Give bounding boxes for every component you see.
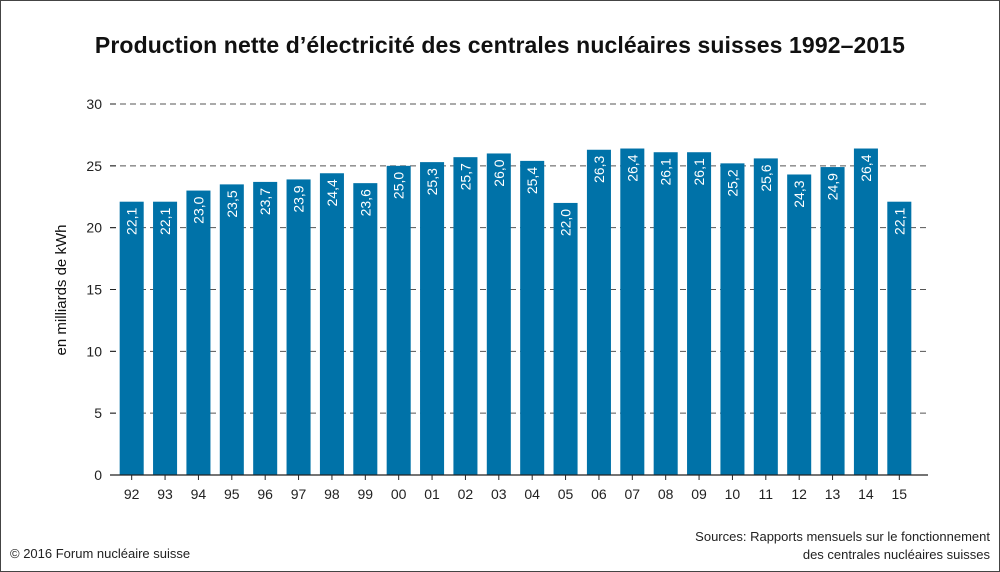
bar	[620, 148, 645, 475]
bar-value-label: 24,9	[825, 173, 841, 200]
bar-value-label: 25,3	[424, 168, 440, 195]
bar	[153, 201, 178, 476]
x-tick-label: 03	[491, 486, 507, 502]
bar	[353, 183, 378, 475]
bar-value-label: 22,0	[558, 209, 574, 236]
bar-value-label: 26,1	[658, 158, 674, 185]
bar-value-label: 24,3	[791, 180, 807, 207]
bar-value-label: 25,2	[724, 169, 740, 196]
bar	[453, 157, 478, 475]
bar	[586, 149, 611, 476]
bar	[720, 163, 745, 476]
bar	[253, 181, 278, 475]
bar-value-label: 23,7	[257, 188, 273, 215]
x-tick-label: 15	[892, 486, 908, 502]
y-tick-label: 0	[94, 467, 102, 483]
x-tick-label: 09	[691, 486, 707, 502]
x-tick-label: 95	[224, 486, 240, 502]
x-tick-label: 14	[858, 486, 874, 502]
bar-value-label: 26,4	[624, 154, 640, 181]
bar	[653, 152, 678, 476]
bar	[286, 179, 311, 476]
bar-value-label: 25,0	[391, 172, 407, 199]
y-tick-label: 30	[86, 96, 102, 112]
bar	[887, 201, 912, 476]
x-tick-label: 93	[157, 486, 173, 502]
x-tick-label: 07	[625, 486, 641, 502]
x-tick-label: 06	[591, 486, 607, 502]
bar-value-label: 26,4	[858, 154, 874, 181]
bar	[119, 201, 144, 476]
bar	[219, 184, 244, 475]
x-tick-label: 99	[358, 486, 374, 502]
bar	[687, 152, 712, 476]
bar	[553, 202, 578, 475]
source-line-1: Sources: Rapports mensuels sur le foncti…	[695, 529, 990, 544]
y-tick-label: 25	[86, 158, 102, 174]
x-tick-label: 98	[324, 486, 340, 502]
bar	[853, 148, 878, 475]
bar-value-label: 23,6	[357, 189, 373, 216]
y-tick-label: 5	[94, 405, 102, 421]
bar-value-label: 22,1	[157, 207, 173, 234]
bar	[186, 190, 211, 476]
x-tick-label: 92	[124, 486, 140, 502]
source-note: Sources: Rapports mensuels sur le foncti…	[695, 528, 990, 564]
bar	[520, 160, 545, 476]
bar-value-label: 22,1	[124, 207, 140, 234]
x-tick-label: 97	[291, 486, 307, 502]
x-tick-label: 11	[759, 486, 774, 502]
x-tick-label: 13	[825, 486, 841, 502]
y-axis-label: en milliards de kWh	[53, 225, 70, 356]
y-tick-label: 10	[86, 343, 102, 359]
bar-value-label: 25,7	[457, 163, 473, 190]
source-line-2: des centrales nucléaires suisses	[802, 547, 990, 562]
bar-value-label: 26,3	[591, 156, 607, 183]
bar	[753, 158, 778, 475]
x-tick-label: 08	[658, 486, 674, 502]
y-tick-label: 15	[86, 282, 102, 298]
bar-value-label: 23,0	[190, 196, 206, 223]
bar-value-label: 26,1	[691, 158, 707, 185]
x-tick-label: 12	[791, 486, 807, 502]
bar-value-label: 25,4	[524, 167, 540, 194]
bar-value-label: 24,4	[324, 179, 340, 206]
x-tick-label: 00	[391, 486, 407, 502]
x-tick-label: 05	[558, 486, 574, 502]
bar-value-label: 22,1	[891, 207, 907, 234]
chart-title: Production nette d’électricité des centr…	[94, 32, 906, 58]
bar	[787, 174, 812, 476]
bar	[820, 167, 845, 475]
x-tick-label: 02	[458, 486, 474, 502]
bar	[319, 173, 344, 475]
bar	[420, 162, 445, 475]
x-tick-label: 94	[191, 486, 207, 502]
y-tick-label: 20	[86, 220, 102, 236]
bar	[386, 165, 411, 476]
x-tick-label: 10	[725, 486, 741, 502]
bar-value-label: 23,9	[291, 185, 307, 212]
bar-value-label: 26,0	[491, 159, 507, 186]
bar-value-label: 23,5	[224, 190, 240, 217]
x-tick-label: 04	[524, 486, 540, 502]
x-tick-label: 96	[257, 486, 273, 502]
bar	[486, 153, 511, 475]
copyright-note: © 2016 Forum nucléaire suisse	[10, 546, 191, 561]
x-tick-label: 01	[424, 486, 440, 502]
bar-value-label: 25,6	[758, 164, 774, 191]
